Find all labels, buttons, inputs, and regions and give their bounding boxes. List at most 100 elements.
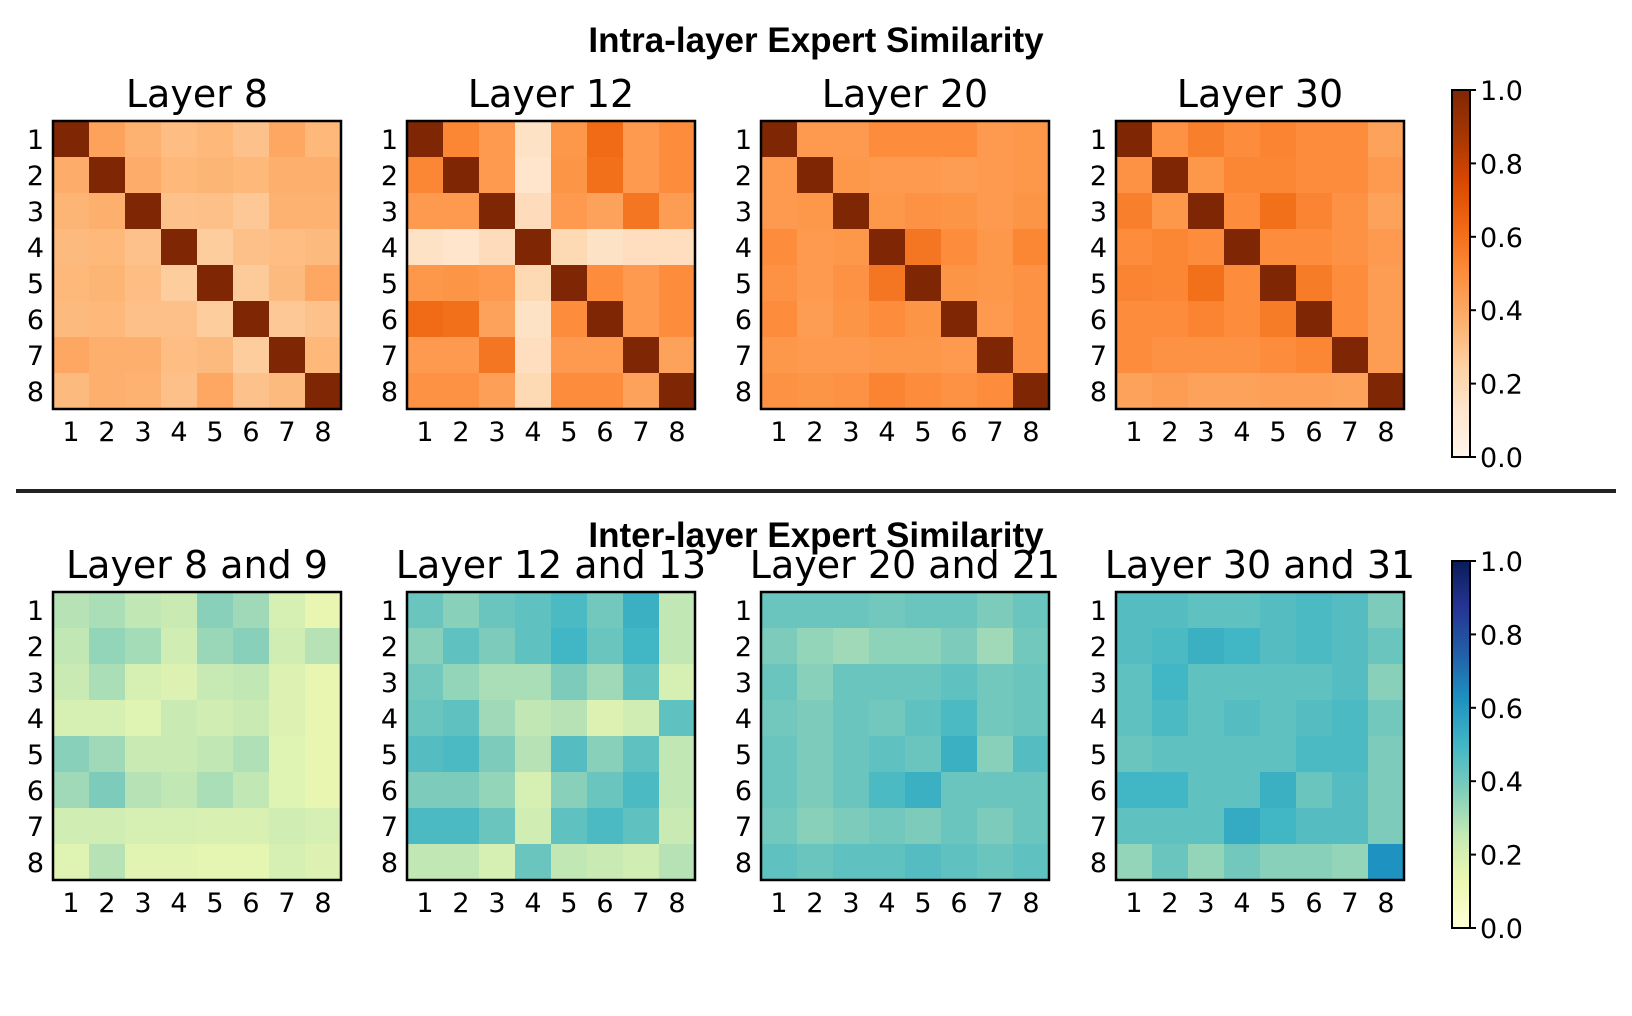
x-tick-label: 4: [524, 417, 541, 448]
heatmap-cell: [89, 157, 126, 194]
heatmap-cell: [977, 664, 1014, 701]
heatmap-cell: [1224, 229, 1261, 266]
heatmap-cell: [53, 664, 90, 701]
heatmap-cell: [1368, 808, 1405, 845]
heatmap-cell: [515, 301, 552, 338]
heatmap-cell: [1260, 121, 1297, 158]
heatmap-cell: [623, 229, 660, 266]
heatmap-cell: [1332, 301, 1369, 338]
heatmap-cell: [1368, 193, 1405, 230]
heatmap-cell: [125, 772, 162, 809]
y-tick-label: 3: [735, 668, 752, 699]
heatmap-cell: [443, 700, 480, 737]
heatmap-cell: [1013, 265, 1050, 302]
heatmap-cell: [941, 301, 978, 338]
heatmap-cell: [269, 628, 306, 665]
colorbar-tick-label: 0.4: [1480, 767, 1523, 798]
heatmap-cell: [305, 265, 342, 302]
heatmap-cell: [1152, 373, 1189, 410]
y-tick-label: 1: [27, 596, 44, 627]
heatmap-cell: [659, 772, 696, 809]
heatmap-cell: [443, 373, 480, 410]
heatmap-cell: [551, 193, 588, 230]
heatmap-cell: [479, 736, 516, 773]
heatmap-cell: [515, 628, 552, 665]
y-tick-label: 6: [381, 305, 398, 336]
panel-title: Layer 20: [822, 72, 988, 116]
heatmap-cell: [479, 844, 516, 881]
y-tick-label: 2: [381, 161, 398, 192]
heatmap-cell: [977, 772, 1014, 809]
heatmap-cell: [407, 628, 444, 665]
x-tick-label: 6: [1305, 888, 1322, 919]
colorbar-tick-label: 0.2: [1480, 841, 1523, 872]
heatmap-cell: [1224, 193, 1261, 230]
heatmap-cell: [1296, 664, 1333, 701]
y-tick-label: 1: [735, 125, 752, 156]
heatmap-cell: [659, 664, 696, 701]
y-tick-label: 8: [27, 848, 44, 879]
heatmap-cell: [623, 700, 660, 737]
heatmap-cell: [869, 664, 906, 701]
x-tick-label: 3: [842, 888, 859, 919]
x-tick-label: 3: [488, 417, 505, 448]
heatmap-cell: [1188, 628, 1225, 665]
heatmap-cell: [1188, 736, 1225, 773]
heatmap-cell: [587, 121, 624, 158]
heatmap-cell: [305, 157, 342, 194]
x-tick-label: 7: [1341, 888, 1358, 919]
x-tick-label: 2: [452, 888, 469, 919]
heatmap-cell: [1260, 193, 1297, 230]
heatmap-cell: [941, 700, 978, 737]
heatmap-cell: [269, 664, 306, 701]
heatmap-cell: [1260, 592, 1297, 629]
y-tick-label: 7: [1090, 812, 1107, 843]
heatmap-cell: [1368, 301, 1405, 338]
heatmap-cell: [905, 157, 942, 194]
heatmap-cell: [1013, 664, 1050, 701]
heatmap-cell: [1188, 301, 1225, 338]
x-tick-label: 5: [914, 888, 931, 919]
heatmap-cell: [797, 265, 834, 302]
y-tick-label: 3: [27, 197, 44, 228]
heatmap-cell: [269, 229, 306, 266]
heatmap-cell: [269, 157, 306, 194]
heatmap-cell: [977, 229, 1014, 266]
heatmap-cell: [233, 664, 270, 701]
heatmap-cell: [1296, 193, 1333, 230]
heatmap-cell: [1296, 808, 1333, 845]
heatmap-cell: [587, 772, 624, 809]
heatmap-cell: [269, 808, 306, 845]
y-tick-label: 8: [735, 848, 752, 879]
x-tick-label: 2: [806, 417, 823, 448]
heatmap-cell: [1296, 844, 1333, 881]
heatmap-cell: [797, 229, 834, 266]
heatmap-cell: [1296, 157, 1333, 194]
heatmap-cell: [233, 772, 270, 809]
heatmap-cell: [1013, 844, 1050, 881]
heatmap-cell: [587, 373, 624, 410]
heatmap-cell: [479, 664, 516, 701]
x-tick-label: 1: [770, 888, 787, 919]
heatmap-cell: [1188, 157, 1225, 194]
y-tick-label: 4: [27, 233, 44, 264]
heatmap-cell: [1188, 193, 1225, 230]
heatmap-cell: [623, 265, 660, 302]
heatmap-cell: [125, 121, 162, 158]
heatmap-cell: [161, 121, 198, 158]
y-tick-label: 8: [381, 377, 398, 408]
heatmap-cell: [1152, 337, 1189, 374]
heatmap-cell: [1116, 265, 1153, 302]
heatmap-cell: [197, 265, 234, 302]
heatmap-cell: [269, 301, 306, 338]
heatmap-cell: [797, 373, 834, 410]
heatmap-cell: [623, 373, 660, 410]
heatmap-cell: [1013, 736, 1050, 773]
heatmap-cell: [89, 664, 126, 701]
heatmap-cell: [407, 121, 444, 158]
heatmap-cell: [1224, 628, 1261, 665]
heatmap-cell: [1116, 193, 1153, 230]
heatmap-cell: [125, 301, 162, 338]
heatmap-cell: [89, 265, 126, 302]
